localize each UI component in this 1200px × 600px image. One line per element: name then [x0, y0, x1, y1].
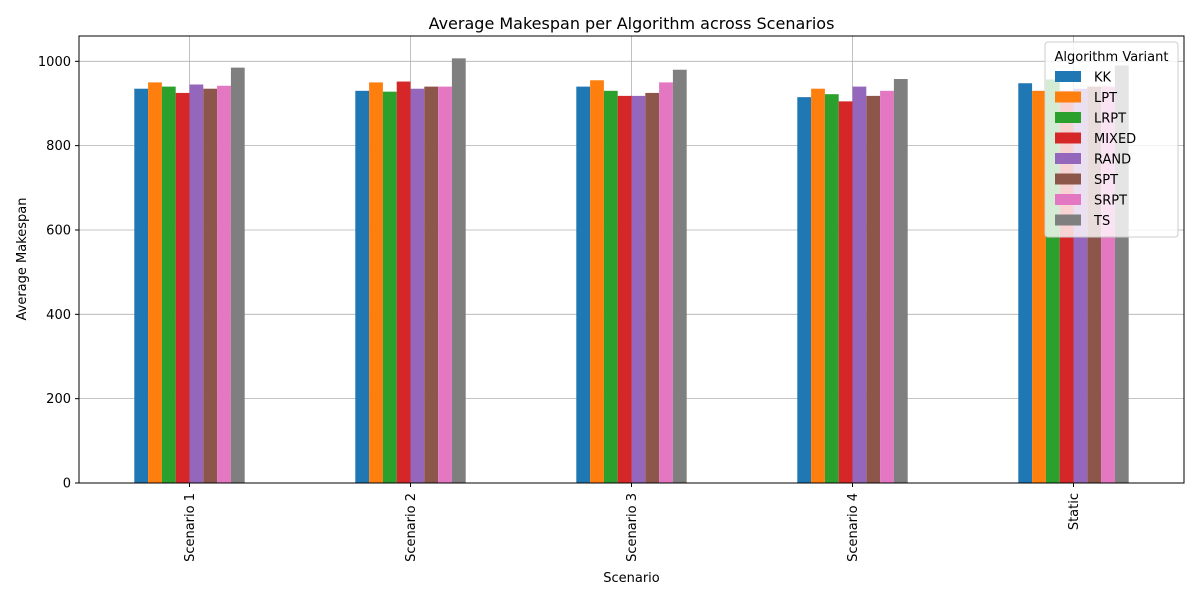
bar-rand-1	[189, 84, 204, 483]
bar-lpt-4	[811, 88, 825, 483]
x-axis-label: Scenario	[603, 571, 660, 586]
bar-rand-2	[410, 88, 425, 483]
bar-lpt-1	[148, 82, 162, 484]
legend-swatch-kk	[1055, 71, 1081, 82]
bar-kk-3	[576, 86, 591, 484]
legend-swatch-srpt	[1055, 194, 1081, 205]
bar-spt-3	[645, 92, 660, 483]
bar-lpt-3	[590, 80, 604, 483]
bars	[134, 58, 1129, 484]
bar-srpt-3	[659, 82, 673, 484]
legend-label-mixed: MIXED	[1094, 132, 1136, 147]
bar-lrpt-1	[161, 86, 176, 484]
legend-swatch-rand	[1055, 153, 1081, 164]
x-tick-label: Scenario 3	[625, 493, 640, 562]
bar-kk-1	[134, 88, 149, 483]
bar-lrpt-4	[824, 94, 839, 483]
bar-spt-2	[424, 86, 439, 484]
y-tick-label: 800	[46, 139, 71, 154]
bar-kk-4	[797, 97, 812, 483]
legend-label-spt: SPT	[1094, 173, 1118, 188]
bar-mixed-4	[838, 101, 853, 483]
y-axis-label: Average Makespan	[15, 198, 30, 321]
x-tick-label: Scenario 2	[404, 493, 419, 562]
bar-rand-3	[631, 95, 646, 483]
bar-mixed-2	[396, 81, 411, 483]
y-tick-label: 1000	[38, 55, 71, 70]
legend-label-rand: RAND	[1094, 153, 1131, 168]
bar-lpt-2	[369, 82, 383, 484]
legend-swatch-lpt	[1055, 91, 1081, 103]
legend-label-ts: TS	[1093, 214, 1110, 229]
legend-label-srpt: SRPT	[1094, 194, 1127, 209]
bar-srpt-2	[438, 86, 452, 484]
legend-label-lpt: LPT	[1094, 91, 1117, 106]
legend-swatch-ts	[1055, 214, 1081, 226]
x-tick-label: Scenario 4	[846, 493, 861, 562]
bar-lpt-5	[1032, 90, 1046, 484]
bar-srpt-1	[217, 85, 231, 483]
legend-box	[1044, 41, 1179, 238]
bar-ts-4	[893, 79, 908, 483]
bar-spt-1	[203, 88, 218, 483]
x-tick-label: Scenario 1	[183, 493, 198, 562]
legend-swatch-spt	[1055, 173, 1081, 185]
legend: Algorithm Variant KK LPT LRPT MIXED RAND SPT S…	[1044, 41, 1179, 238]
bar-mixed-1	[175, 92, 190, 483]
bar-ts-1	[230, 67, 245, 484]
legend-title: Algorithm Variant	[1055, 50, 1169, 65]
y-tick-label: 0	[63, 477, 71, 492]
x-tick-label: Static	[1067, 493, 1082, 530]
y-tick-label: 600	[46, 223, 71, 238]
axis-ticks: 0 200 400 600 800 1000 Scenario 1 Scenario 2 Sce…	[38, 55, 1082, 562]
y-tick-label: 400	[46, 308, 71, 323]
legend-swatch-lrpt	[1055, 112, 1081, 123]
legend-label-kk: KK	[1094, 71, 1112, 86]
bar-spt-4	[866, 95, 881, 483]
legend-swatch-mixed	[1055, 132, 1081, 144]
bar-mixed-3	[617, 95, 632, 483]
bar-ts-3	[672, 69, 687, 484]
chart-title: Average Makespan per Algorithm across Sc…	[429, 14, 835, 33]
bar-kk-5	[1018, 83, 1033, 483]
bar-kk-2	[355, 90, 370, 484]
legend-label-lrpt: LRPT	[1094, 112, 1126, 127]
y-tick-label: 200	[46, 392, 71, 407]
bar-lrpt-3	[603, 90, 618, 484]
bar-rand-4	[852, 86, 867, 484]
bar-lrpt-2	[382, 91, 397, 483]
bar-ts-2	[451, 58, 466, 483]
bar-srpt-4	[880, 90, 894, 484]
